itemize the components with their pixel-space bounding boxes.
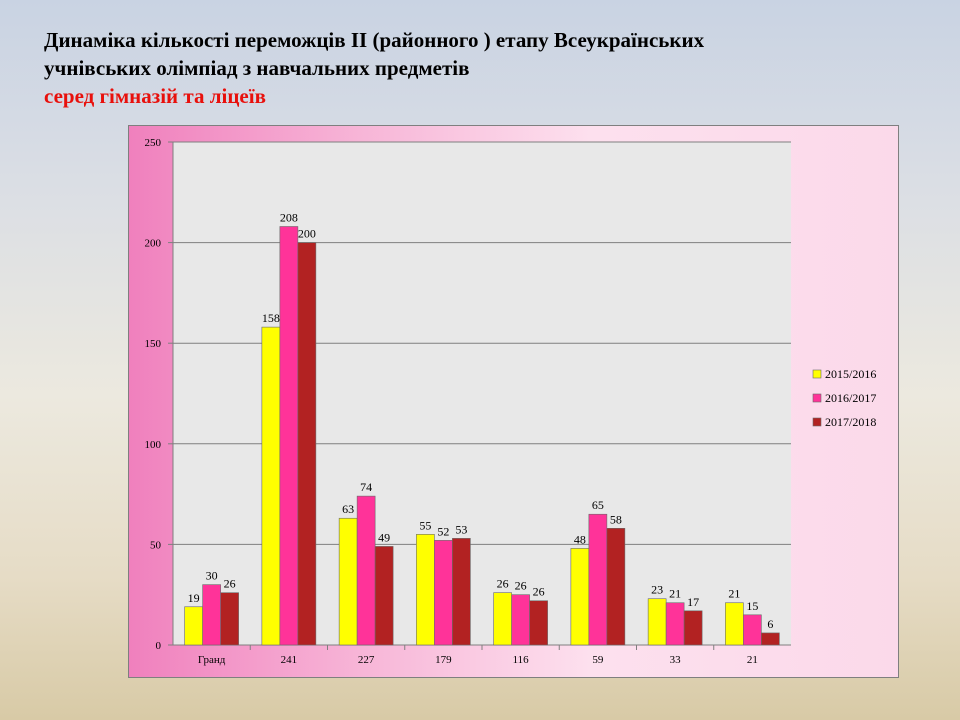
data-label: 200 (298, 227, 316, 241)
legend-swatch (812, 417, 822, 427)
y-tick-label: 0 (156, 640, 162, 652)
bar-chart: 050100150200250Гранд19302624115820820022… (145, 137, 877, 666)
data-label: 17 (687, 595, 699, 609)
data-label: 158 (262, 311, 280, 325)
bar (279, 226, 299, 646)
data-label: 52 (437, 524, 449, 538)
x-tick-label: 21 (747, 654, 758, 666)
x-tick-label: 241 (281, 654, 298, 666)
data-label: 208 (280, 211, 298, 225)
bar (647, 598, 667, 646)
legend-swatch (812, 369, 822, 379)
subtitle-line: серед гімназій та ліцеїв (44, 84, 266, 108)
y-tick-label: 250 (145, 137, 162, 149)
title-line-1: Динаміка кількості переможців ІІ (районн… (44, 28, 705, 52)
x-tick-label: 33 (670, 654, 682, 666)
data-label: 58 (610, 512, 622, 526)
legend-label: 2016/2017 (825, 391, 876, 405)
bar (220, 592, 239, 646)
data-label: 30 (206, 569, 218, 583)
y-tick-label: 100 (145, 439, 162, 451)
bar (743, 614, 762, 646)
bar (606, 528, 626, 646)
legend-label: 2015/2016 (825, 367, 876, 381)
bar (184, 606, 203, 646)
bar (452, 538, 471, 646)
bar (434, 540, 453, 646)
slide-title: Динаміка кількості переможців ІІ (районн… (44, 26, 904, 110)
data-label: 26 (224, 577, 236, 591)
bar (588, 513, 608, 646)
bar (570, 548, 590, 646)
x-tick-label: 116 (513, 654, 530, 666)
data-label: 26 (497, 577, 509, 591)
bar (665, 602, 685, 646)
x-tick-label: 179 (435, 654, 452, 666)
title-line-2: учнівських олімпіад з навчальних предмет… (44, 56, 470, 80)
data-label: 26 (515, 579, 527, 593)
bar (725, 602, 744, 646)
bar (297, 242, 317, 646)
data-label: 74 (360, 480, 372, 494)
bar (261, 326, 281, 646)
legend-label: 2017/2018 (825, 415, 876, 429)
data-label: 21 (728, 587, 740, 601)
bar (761, 632, 780, 646)
bar (374, 546, 394, 646)
bar (683, 610, 703, 646)
chart-frame: 0 50 100 150 200 250 Гранд 19 30 26 241 158 208 200 22… (128, 125, 899, 678)
bar (202, 584, 221, 646)
data-label: 19 (188, 591, 200, 605)
bar (529, 600, 548, 646)
bar (338, 517, 358, 646)
data-label: 49 (378, 530, 390, 544)
x-tick-label: 227 (358, 654, 375, 666)
bar (416, 534, 435, 646)
data-label: 21 (669, 587, 681, 601)
data-label: 6 (767, 617, 773, 631)
data-label: 53 (455, 522, 467, 536)
data-label: 48 (574, 532, 586, 546)
bar (493, 592, 512, 646)
data-label: 63 (342, 502, 354, 516)
y-tick-label: 50 (150, 539, 162, 551)
data-label: 65 (592, 498, 604, 512)
data-label: 15 (746, 599, 758, 613)
data-label: 55 (419, 518, 431, 532)
bar (511, 594, 530, 646)
data-label: 23 (651, 583, 663, 597)
bar (356, 495, 376, 646)
y-tick-label: 150 (145, 338, 162, 350)
x-tick-label: Гранд (198, 654, 226, 666)
x-tick-label: 59 (592, 654, 604, 666)
legend-swatch (812, 393, 822, 403)
data-label: 26 (533, 585, 545, 599)
y-tick-label: 200 (145, 238, 162, 250)
